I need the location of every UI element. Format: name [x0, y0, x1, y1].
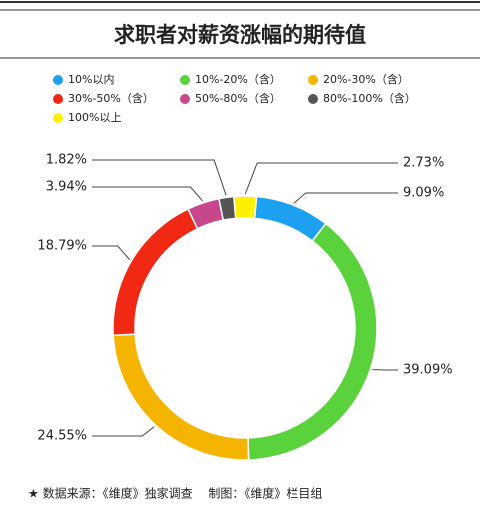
legend-label: 20%-30%（含）	[323, 72, 409, 86]
legend-label: 10%以内	[68, 72, 114, 86]
legend-swatch	[308, 75, 318, 85]
legend-swatch	[53, 75, 63, 85]
legend-label: 10%-20%（含）	[195, 72, 281, 86]
value-label: 9.09%	[403, 186, 444, 201]
value-label: 18.79%	[37, 239, 87, 254]
value-label: 2.73%	[403, 156, 444, 171]
legend-label: 50%-80%（含）	[195, 91, 281, 105]
legend-swatch	[180, 94, 190, 104]
legend-swatch	[308, 94, 318, 104]
value-label: 3.94%	[46, 180, 87, 195]
footnote: ★ 数据来源：《维度》独家调查 制图：《维度》栏目组	[28, 486, 322, 501]
legend-swatch	[53, 94, 63, 104]
legend-label: 80%-100%（含）	[323, 91, 416, 105]
value-label: 1.82%	[46, 153, 87, 168]
value-label: 24.55%	[37, 429, 87, 444]
legend-swatch	[53, 113, 63, 123]
donut-segment	[234, 196, 257, 218]
legend-swatch	[180, 75, 190, 85]
legend-label: 100%以上	[68, 111, 121, 124]
chart-title: 求职者对薪资涨幅的期待值	[114, 23, 366, 47]
legend-label: 30%-50%（含）	[68, 91, 154, 105]
value-label: 39.09%	[403, 363, 453, 378]
